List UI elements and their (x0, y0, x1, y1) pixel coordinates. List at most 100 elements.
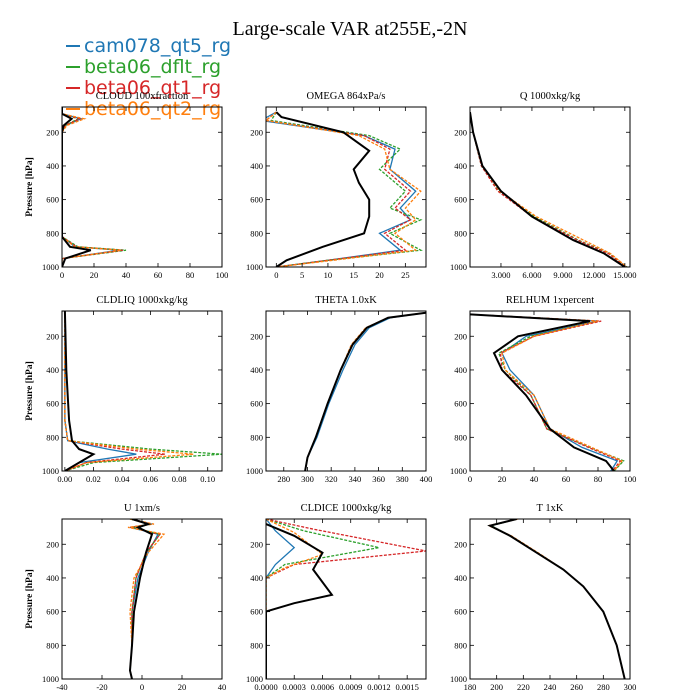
panel-title: CLDICE 1000xkg/kg (301, 503, 392, 514)
y-tick-label: 800 (46, 228, 59, 238)
y-tick-label: 600 (46, 399, 59, 409)
plot-frame (469, 310, 631, 472)
panel-4: THETA 1.0xK 200 400 600 800 1000 280 300 320 340 3… (246, 295, 432, 484)
y-tick-label: 400 (250, 365, 263, 375)
y-tick-label: 1000 (246, 466, 263, 476)
series-line-beta06_qt2_rg (62, 107, 122, 267)
y-tick-label: 800 (250, 228, 263, 238)
y-tick-label: 600 (46, 195, 59, 205)
y-tick-label: 800 (454, 432, 467, 442)
x-tick-label: -20 (96, 682, 107, 692)
x-tick-label: 80 (594, 474, 603, 484)
x-tick-label: 300 (301, 474, 314, 484)
x-tick-label: 400 (420, 474, 433, 484)
series-line-beta06_qt1_rg (470, 313, 622, 471)
series-line-reference (275, 111, 371, 267)
y-tick-label: 1000 (450, 674, 467, 684)
series-group (63, 311, 222, 471)
x-tick-label: 80 (186, 270, 195, 280)
series-group (62, 107, 127, 267)
x-tick-label: 25 (401, 270, 410, 280)
legend-label: beta06_qt1_rg (84, 77, 221, 99)
x-tick-label: 9.000 (553, 270, 572, 280)
x-tick-label: 60 (154, 270, 163, 280)
plot-frame (469, 106, 631, 268)
x-tick-label: 0.08 (172, 474, 187, 484)
series-line-beta06_dflt_rg (470, 313, 625, 471)
series-line-reference (62, 107, 92, 267)
x-tick-label: 200 (490, 682, 503, 692)
plot-frame (265, 106, 427, 268)
x-tick-label: 20 (375, 270, 384, 280)
x-tick-label: 12.000 (582, 270, 605, 280)
series-line-beta06_dflt_rg (489, 519, 626, 679)
legend-label: beta06_qt2_rg (84, 98, 221, 120)
series-group (266, 111, 423, 267)
series-line-cam078_qt5_rg (64, 311, 137, 471)
series-group (304, 311, 426, 471)
series-line-cam078_qt5_rg (304, 312, 426, 471)
series-line-beta06_dflt_rg (64, 311, 222, 471)
y-tick-label: 200 (46, 127, 59, 137)
plot-frame (61, 310, 223, 472)
series-line-beta06_qt2_rg (64, 311, 194, 471)
y-tick-label: 1000 (42, 466, 59, 476)
x-tick-label: 6.000 (522, 270, 541, 280)
figure-title: Large-scale VAR at255E,-2N (233, 18, 468, 40)
series-line-cam078_qt5_rg (266, 519, 296, 679)
x-tick-label: 10 (324, 270, 333, 280)
series-line-beta06_dflt_rg (470, 112, 628, 267)
y-tick-label: 400 (250, 161, 263, 171)
series-line-beta06_qt1_rg (62, 107, 123, 267)
x-tick-label: 240 (544, 682, 557, 692)
x-tick-label: 20 (498, 474, 507, 484)
panel-title: T 1xK (537, 503, 564, 514)
plot-frame (469, 518, 631, 680)
series-group (486, 519, 626, 679)
x-tick-label: 0.10 (200, 474, 215, 484)
y-tick-label: 1000 (42, 674, 59, 684)
panel-2: Q 1000xkg/kg 200 400 600 800 1000 3.000 6.000 9.… (450, 91, 637, 280)
panel-3: CLDLIQ 1000xkg/kg Pressure [hPa] 200 400 600… (25, 295, 223, 484)
legend-label: cam078_qt5_rg (84, 35, 231, 57)
series-line-reference (470, 111, 626, 267)
series-line-cam078_qt5_rg (470, 313, 619, 471)
y-tick-label: 200 (454, 331, 467, 341)
x-tick-label: 5 (300, 270, 304, 280)
y-axis-label: Pressure [hPa] (25, 157, 35, 217)
y-tick-label: 200 (250, 539, 263, 549)
panel-title: CLOUD 100xfraction (96, 91, 189, 102)
y-tick-label: 1000 (42, 262, 59, 272)
x-tick-label: 15.000 (613, 270, 636, 280)
series-line-beta06_dflt_rg (304, 312, 426, 471)
plot-frame (265, 518, 427, 680)
y-tick-label: 200 (46, 539, 59, 549)
x-tick-label: 40 (218, 682, 227, 692)
series-line-beta06_qt1_rg (470, 112, 627, 267)
x-tick-label: 40 (530, 474, 539, 484)
y-tick-label: 400 (46, 365, 59, 375)
y-tick-label: 800 (46, 640, 59, 650)
y-tick-label: 400 (454, 161, 467, 171)
y-tick-label: 600 (454, 607, 467, 617)
x-tick-label: 0.0003 (283, 682, 306, 692)
series-line-reference (487, 519, 626, 679)
series-line-beta06_dflt_rg (266, 519, 380, 679)
x-tick-label: 320 (325, 474, 338, 484)
y-tick-label: 1000 (246, 674, 263, 684)
x-tick-label: 0 (468, 474, 472, 484)
x-tick-label: 360 (372, 474, 385, 484)
y-tick-label: 200 (454, 539, 467, 549)
x-tick-label: 20 (178, 682, 187, 692)
series-line-reference (128, 519, 154, 679)
series-line-beta06_qt2_rg (470, 112, 628, 267)
y-tick-label: 400 (454, 573, 467, 583)
x-tick-label: 0 (140, 682, 144, 692)
x-tick-label: 0 (60, 270, 64, 280)
panel-title: CLDLIQ 1000xkg/kg (96, 295, 188, 306)
x-tick-label: 15 (349, 270, 358, 280)
y-tick-label: 800 (46, 432, 59, 442)
series-line-cam078_qt5_rg (266, 111, 417, 267)
